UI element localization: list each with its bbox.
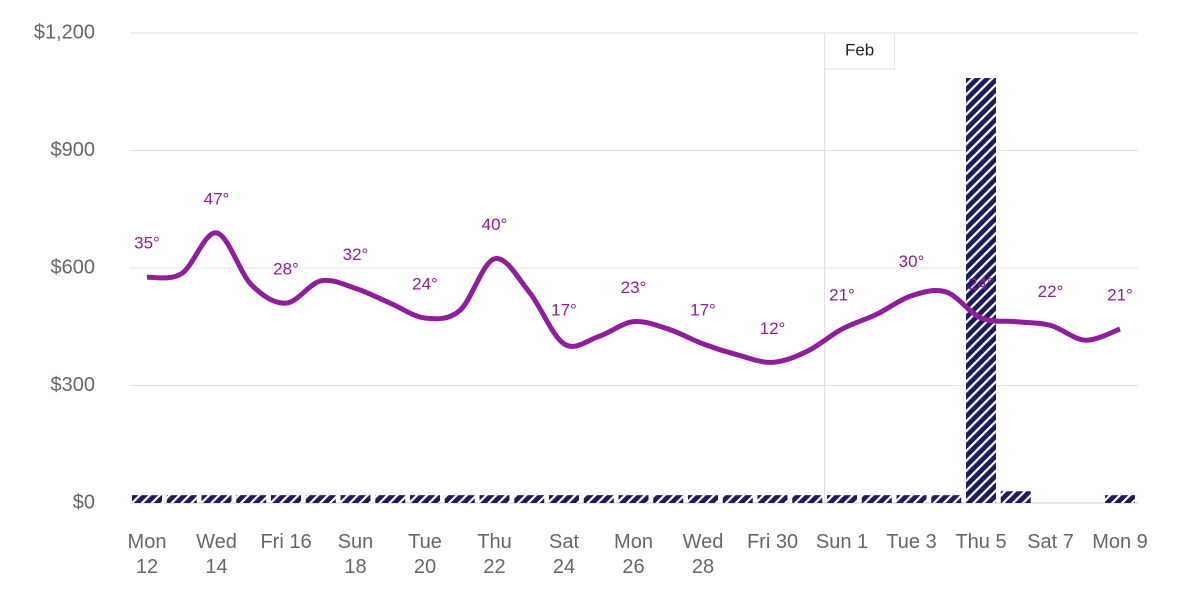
data-label: 40° xyxy=(482,215,508,234)
data-label: 24° xyxy=(968,274,994,293)
bar xyxy=(966,78,996,504)
bar xyxy=(444,495,475,503)
data-label: 22° xyxy=(1038,282,1064,301)
bar xyxy=(1000,491,1031,503)
x-tick-label: Wed 28 xyxy=(682,531,724,578)
bar xyxy=(305,495,336,503)
bar xyxy=(722,495,753,503)
x-tick-label: Sat 7 xyxy=(1027,531,1074,553)
x-tick-label: Wed 14 xyxy=(196,531,237,578)
bar xyxy=(375,495,406,503)
y-tick-label: $300 xyxy=(51,374,96,396)
x-tick-label: Tue 3 xyxy=(886,531,937,553)
bar xyxy=(653,495,684,503)
x-tick-label: Sun 18 xyxy=(337,531,374,578)
bar xyxy=(583,495,614,503)
x-tick-label: Sat 24 xyxy=(548,531,580,578)
bar xyxy=(618,495,649,503)
bar xyxy=(931,495,962,503)
x-tick-label: Tue 20 xyxy=(408,531,442,578)
bar xyxy=(861,495,892,503)
x-tick-label: Mon 9 xyxy=(1092,531,1148,553)
bar xyxy=(1105,495,1135,503)
x-tick-label: Mon 12 xyxy=(127,531,167,578)
bar xyxy=(792,495,823,503)
data-label: 32° xyxy=(343,245,369,264)
temperature-line xyxy=(146,230,1121,365)
bar xyxy=(514,495,545,503)
month-label-box xyxy=(824,32,896,70)
data-label: 28° xyxy=(273,260,299,279)
x-tick-label: Thu 5 xyxy=(955,531,1007,553)
data-label: 21° xyxy=(829,286,855,305)
data-label: 21° xyxy=(1107,286,1133,305)
data-label: 23° xyxy=(621,278,647,297)
month-label: Feb xyxy=(845,40,874,59)
bar xyxy=(479,495,510,503)
bar xyxy=(340,495,371,503)
bar xyxy=(166,495,197,503)
bar xyxy=(410,495,440,503)
bar xyxy=(757,495,788,503)
x-tick-label: Thu 22 xyxy=(477,531,512,578)
y-tick-label: $1,200 xyxy=(34,21,95,43)
x-tick-label: Fri 16 xyxy=(260,531,312,553)
data-label: 12° xyxy=(760,319,786,338)
bar xyxy=(896,495,927,503)
bar xyxy=(132,495,162,503)
x-tick-label: Fri 30 xyxy=(746,531,799,553)
bar xyxy=(827,495,857,503)
bar xyxy=(236,495,267,503)
data-label: 17° xyxy=(690,300,716,319)
y-tick-label: $900 xyxy=(51,139,96,161)
bar xyxy=(201,495,232,503)
bar xyxy=(271,495,301,503)
data-label: 30° xyxy=(899,252,925,271)
x-tick-label: Sun 1 xyxy=(815,531,869,553)
bar xyxy=(549,495,579,503)
data-label: 17° xyxy=(551,300,577,319)
data-label: 35° xyxy=(134,234,160,253)
y-tick-label: $600 xyxy=(51,256,96,278)
data-label: 24° xyxy=(412,274,438,293)
data-label: 47° xyxy=(204,189,230,208)
y-tick-label: $0 xyxy=(73,491,95,513)
bar xyxy=(688,495,718,503)
x-tick-label: Mon 26 xyxy=(614,531,653,578)
